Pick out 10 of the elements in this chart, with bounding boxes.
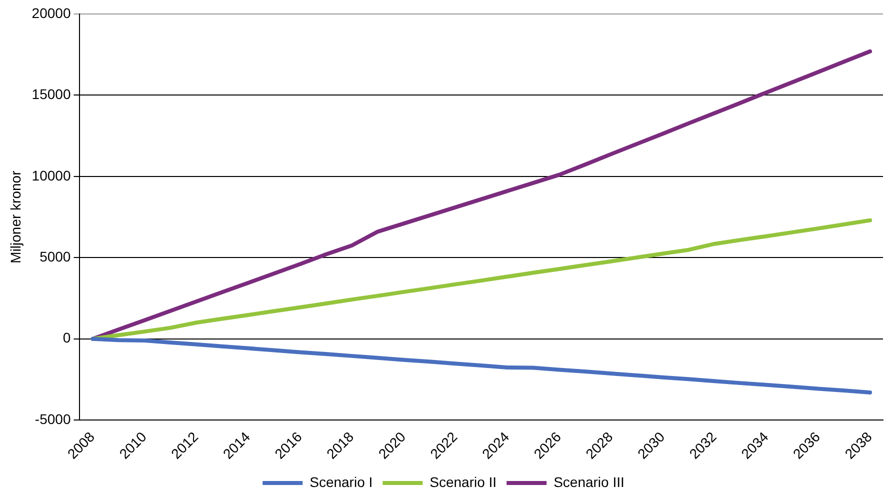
- y-axis-title: Miljoner kronor: [7, 170, 24, 264]
- y-tick-label: 0: [62, 330, 71, 346]
- y-tick-label: 5000: [40, 248, 71, 265]
- y-tick-label: -5000: [34, 410, 71, 427]
- y-tick-label: 15000: [32, 86, 71, 102]
- y-tick-label: 20000: [32, 4, 71, 21]
- y-tick-label: 10000: [32, 167, 71, 184]
- legend-label: Scenario II: [430, 474, 497, 490]
- legend-label: Scenario III: [554, 474, 624, 490]
- legend-label: Scenario I: [310, 474, 373, 490]
